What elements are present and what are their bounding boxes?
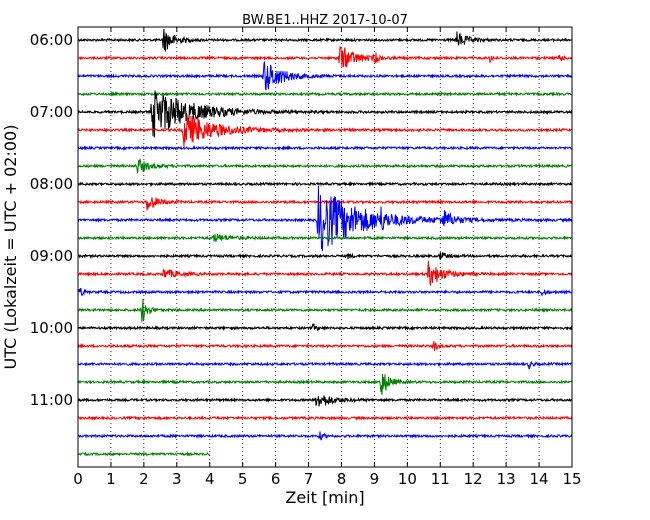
- trace-line: [77, 46, 573, 68]
- x-tick-label: 9: [370, 470, 380, 488]
- chart-title: BW.BE1..HHZ 2017-10-07: [242, 13, 408, 28]
- x-tick-label: 12: [464, 470, 483, 488]
- x-tick-label: 6: [271, 470, 281, 488]
- trace-line: [77, 157, 573, 174]
- x-tick-label: 14: [530, 470, 549, 488]
- x-tick-label: 7: [304, 470, 314, 488]
- trace-line: [77, 185, 573, 252]
- x-axis-label: Zeit [min]: [285, 488, 364, 507]
- trace-line: [77, 181, 573, 187]
- x-tick-label: 1: [106, 470, 116, 488]
- grid-lines: [78, 27, 572, 467]
- x-tick-label: 4: [205, 470, 215, 488]
- axis-ticks: 0 1 2 3 4 5 6 7 8 9 10 11 12 13 14 1506:0007:0008:0009:…: [30, 27, 582, 488]
- trace-line: [77, 451, 210, 457]
- x-tick-label: 10: [398, 470, 417, 488]
- trace-line: [77, 197, 573, 211]
- x-tick-label: 11: [431, 470, 450, 488]
- x-tick-label: 0: [73, 470, 83, 488]
- trace-line: [77, 145, 573, 152]
- x-tick-label: 5: [238, 470, 248, 488]
- x-tick-label: 2: [139, 470, 149, 488]
- trace-line: [77, 91, 573, 97]
- trace-line: [77, 415, 573, 421]
- x-tick-label: 8: [337, 470, 347, 488]
- x-tick-label: 3: [172, 470, 182, 488]
- trace-line: [77, 252, 573, 260]
- trace-line: [77, 114, 573, 148]
- trace-line: [77, 431, 573, 441]
- trace-line: [77, 233, 573, 242]
- plot-frame: [77, 26, 573, 468]
- trace-line: [77, 60, 573, 91]
- trace-line: [77, 28, 573, 52]
- trace-line: [77, 260, 573, 286]
- trace-line: [77, 373, 573, 396]
- y-tick-label: 11:00: [30, 391, 73, 409]
- y-tick-label: 06:00: [30, 31, 73, 49]
- trace-line: [77, 395, 573, 407]
- trace-line: [77, 287, 573, 297]
- seismic-traces: [77, 28, 573, 457]
- x-tick-label: 15: [562, 470, 581, 488]
- y-tick-label: 08:00: [30, 175, 73, 193]
- trace-line: [77, 90, 573, 138]
- y-axis-label: UTC (Lokalzeit = UTC + 02:00): [1, 125, 20, 370]
- trace-line: [77, 323, 573, 332]
- y-tick-label: 07:00: [30, 103, 73, 121]
- y-tick-label: 10:00: [30, 319, 73, 337]
- trace-line: [77, 361, 573, 370]
- y-tick-label: 09:00: [30, 247, 73, 265]
- trace-line: [77, 341, 573, 351]
- trace-line: [77, 298, 573, 323]
- x-tick-label: 13: [497, 470, 516, 488]
